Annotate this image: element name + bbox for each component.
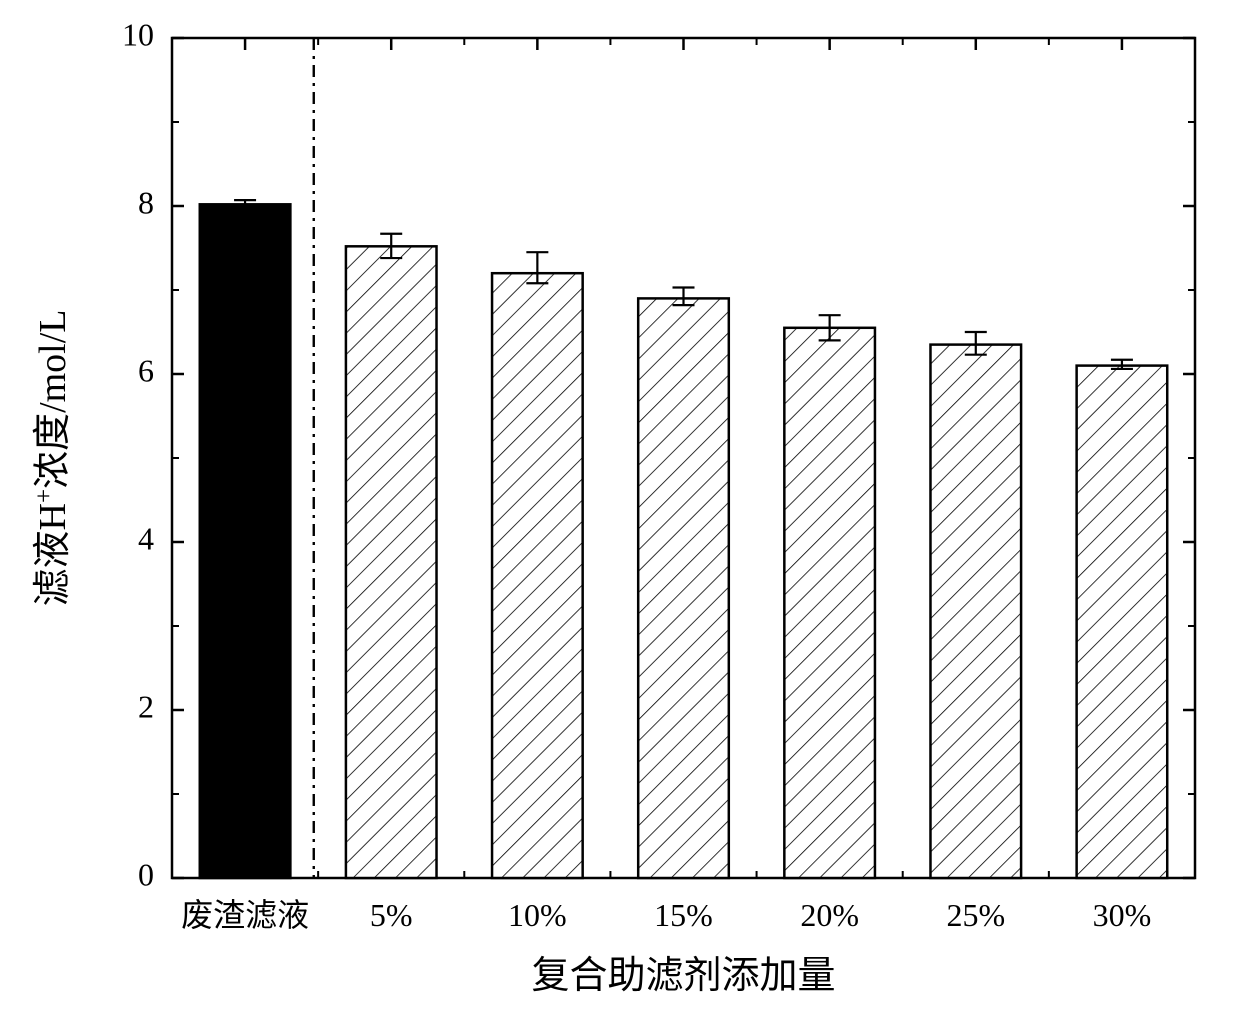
bar — [638, 298, 729, 878]
ytick-label: 8 — [138, 184, 154, 220]
y-axis-label: 滤液H+浓度/mol/L — [31, 309, 74, 606]
xtick-label: 25% — [946, 897, 1005, 933]
x-axis-label: 复合助滤剂添加量 — [531, 955, 835, 997]
bar — [930, 345, 1021, 878]
ytick-label: 4 — [138, 520, 154, 556]
chart-container: 0 2 4 6 8 10 废渣滤液 5% 10% 15% 20% 25% 30% 滤液H+浓度/mol/L… — [0, 0, 1240, 1033]
ytick-label: 10 — [122, 16, 154, 52]
bar — [1077, 366, 1168, 878]
xtick-label: 5% — [370, 897, 413, 933]
bar — [784, 328, 875, 878]
xtick-label: 废渣滤液 — [181, 897, 309, 933]
bar — [492, 273, 583, 878]
bar — [200, 204, 291, 878]
ytick-label: 2 — [138, 688, 154, 724]
bar-chart: 0 2 4 6 8 10 废渣滤液 5% 10% 15% 20% 25% 30% 滤液H+浓度/mol/L… — [0, 0, 1240, 1033]
bar — [346, 246, 437, 878]
xtick-label: 10% — [508, 897, 567, 933]
xtick-label: 20% — [800, 897, 859, 933]
xtick-label: 30% — [1093, 897, 1152, 933]
xtick-label: 15% — [654, 897, 713, 933]
ytick-label: 0 — [138, 856, 154, 892]
ytick-label: 6 — [138, 352, 154, 388]
